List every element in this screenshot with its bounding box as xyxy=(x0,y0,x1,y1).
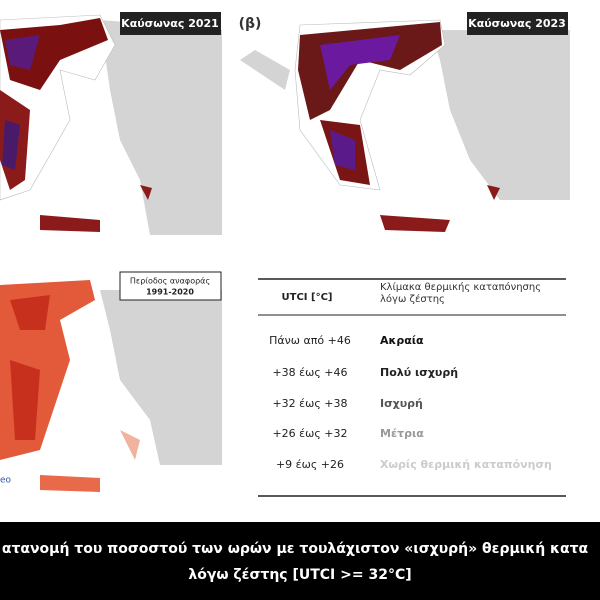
table-header: Κλίμακα θερμικής καταπόνησης λόγω ζέστης xyxy=(380,282,542,305)
caption-band xyxy=(0,522,600,600)
panel-label: Περίοδος αναφοράς xyxy=(130,277,210,286)
table-header: UTCI [°C] xyxy=(282,292,333,303)
panel-label-box xyxy=(120,12,221,35)
map-2023 xyxy=(240,19,570,232)
caption: λόγω ζέστης [UTCI >= 32°C] xyxy=(188,567,411,583)
stress-level: Μέτρια xyxy=(380,427,424,440)
stress-level: Ακραία xyxy=(380,334,424,347)
map-2021 xyxy=(0,14,222,235)
utci-range: +38 έως +46 xyxy=(272,366,347,379)
utci-range: +32 έως +38 xyxy=(272,397,347,410)
stress-level: Πολύ ισχυρή xyxy=(380,366,458,379)
utci-range: Πάνω από +46 xyxy=(269,334,351,347)
stress-level: Ισχυρή xyxy=(380,397,423,410)
stress-level: Χωρίς θερμική καταπόνηση xyxy=(380,458,552,471)
panel-label-box xyxy=(119,271,222,301)
caption: ατανομή του ποσοστού των ωρών με τουλάχι… xyxy=(2,541,589,557)
utci-range: +26 έως +32 xyxy=(272,427,347,440)
table-header-box: Κλίμακα θερμικής καταπόνησης λόγω ζέστης xyxy=(380,282,542,305)
panel-label-box xyxy=(467,12,568,35)
logo-text: eo xyxy=(0,476,12,486)
panel-label: Καύσωνας 2023 xyxy=(468,17,566,30)
panel-tag: (β) xyxy=(239,16,262,32)
panel-label: 1991-2020 xyxy=(146,288,194,297)
map-reference xyxy=(0,280,222,492)
utci-range: +9 έως +26 xyxy=(276,458,344,471)
table-body: Πάνω από +46 Ακραία +38 έως +46 Πολύ ισχυρή… xyxy=(269,334,552,471)
panel-label: Καύσωνας 2021 xyxy=(121,17,219,30)
